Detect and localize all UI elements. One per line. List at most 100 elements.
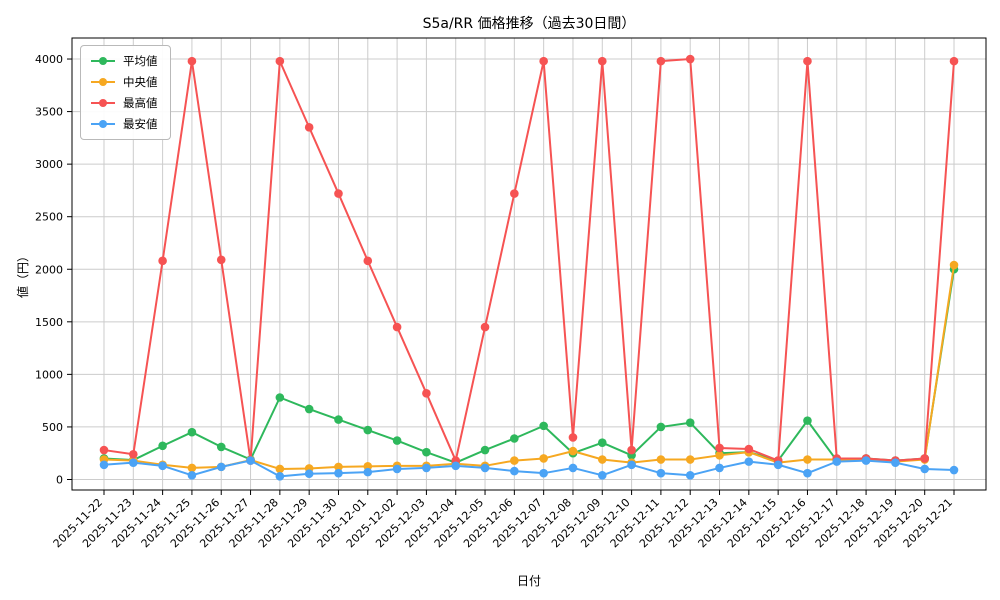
plot-border [71, 37, 987, 491]
data-point-max [803, 56, 812, 66]
data-point-max [158, 256, 167, 266]
y-tick-label: 500 [42, 421, 63, 434]
data-point-average [304, 404, 314, 414]
data-point-min [920, 464, 929, 474]
y-tick-label: 3500 [35, 106, 63, 119]
data-point-min [275, 472, 285, 481]
data-point-max [216, 255, 226, 265]
y-tick-label: 2000 [35, 263, 63, 276]
data-point-min [304, 469, 314, 479]
data-point-median [187, 463, 197, 473]
data-point-average [803, 416, 812, 425]
data-point-min [422, 463, 431, 473]
data-point-min [685, 470, 695, 480]
data-point-min [510, 466, 519, 476]
data-point-median [656, 455, 666, 464]
data-point-min [773, 460, 783, 470]
data-point-average [275, 393, 285, 402]
data-point-min [99, 460, 109, 470]
data-point-min [539, 468, 548, 478]
data-point-min [392, 464, 402, 474]
data-point-average [480, 445, 490, 455]
data-point-average [685, 418, 695, 428]
legend-marker-median [91, 78, 115, 86]
data-point-average [216, 442, 226, 452]
data-point-median [510, 456, 519, 465]
data-point-median [334, 462, 343, 472]
data-point-min [803, 468, 812, 478]
legend-label-average: 平均値 [123, 54, 158, 68]
data-point-min [158, 461, 167, 471]
data-point-max [510, 189, 519, 198]
data-point-min [744, 457, 754, 466]
data-point-max [685, 54, 695, 64]
legend-marker-max [91, 99, 115, 107]
data-point-max [949, 56, 959, 66]
data-point-max [656, 56, 666, 66]
legend-label-median: 中央値 [123, 75, 158, 89]
data-point-min [187, 470, 197, 480]
data-point-average [187, 427, 197, 437]
data-point-min [627, 460, 636, 470]
data-point-max [392, 322, 402, 332]
data-point-max [363, 256, 373, 266]
legend-label-max: 最高値 [123, 96, 158, 110]
legend-item-average: 平均値 [90, 53, 158, 69]
data-point-max [304, 123, 314, 132]
data-point-average [158, 441, 167, 451]
data-point-min [363, 467, 373, 477]
data-point-median [597, 455, 607, 464]
chart-title: S5a/RR 価格推移（過去30日間） [422, 16, 636, 32]
data-point-min [656, 468, 666, 478]
y-tick-label: 1000 [35, 368, 63, 381]
data-point-max [597, 56, 607, 66]
data-point-min [715, 463, 724, 473]
data-point-median [715, 451, 724, 460]
y-tick-label: 1500 [35, 316, 63, 329]
x-axis-label: 日付 [516, 574, 541, 588]
data-point-average [392, 436, 402, 445]
data-point-max [568, 433, 578, 442]
data-point-min [861, 456, 871, 465]
y-tick-label: 0 [56, 473, 63, 486]
data-point-median [685, 455, 695, 464]
y-tick-label: 2500 [35, 211, 63, 224]
data-point-average [597, 438, 607, 447]
data-point-median [949, 260, 959, 270]
legend-label-min: 最安値 [123, 117, 158, 131]
data-point-max [744, 444, 754, 454]
data-point-max [627, 445, 636, 455]
data-point-max [334, 189, 343, 198]
data-point-median [803, 455, 812, 464]
data-point-min [949, 465, 959, 475]
series-line-average [102, 268, 956, 464]
y-tick-label: 3000 [35, 158, 63, 171]
series-line-min [102, 459, 956, 478]
data-point-min [451, 461, 461, 471]
legend-marker-average [91, 57, 115, 65]
data-point-min [568, 463, 578, 473]
data-point-max [920, 454, 929, 463]
y-tick-label: 4000 [35, 53, 63, 66]
data-point-max [275, 56, 285, 66]
data-point-median [275, 464, 285, 474]
data-point-average [422, 447, 431, 457]
data-point-max [539, 56, 548, 66]
data-point-median [568, 446, 578, 456]
legend-item-max: 最高値 [90, 95, 158, 111]
data-point-average [334, 415, 343, 424]
legend-item-median: 中央値 [90, 74, 158, 90]
data-point-average [539, 421, 548, 431]
series-line-max [102, 58, 956, 462]
data-point-min [216, 462, 226, 472]
legend-marker-min [91, 120, 115, 128]
data-point-max [129, 449, 138, 459]
data-point-max [480, 322, 490, 332]
plot-background [72, 38, 986, 490]
legend-item-min: 最安値 [90, 116, 158, 132]
data-point-min [891, 458, 900, 467]
data-point-max [187, 56, 197, 66]
data-point-average [363, 425, 373, 435]
